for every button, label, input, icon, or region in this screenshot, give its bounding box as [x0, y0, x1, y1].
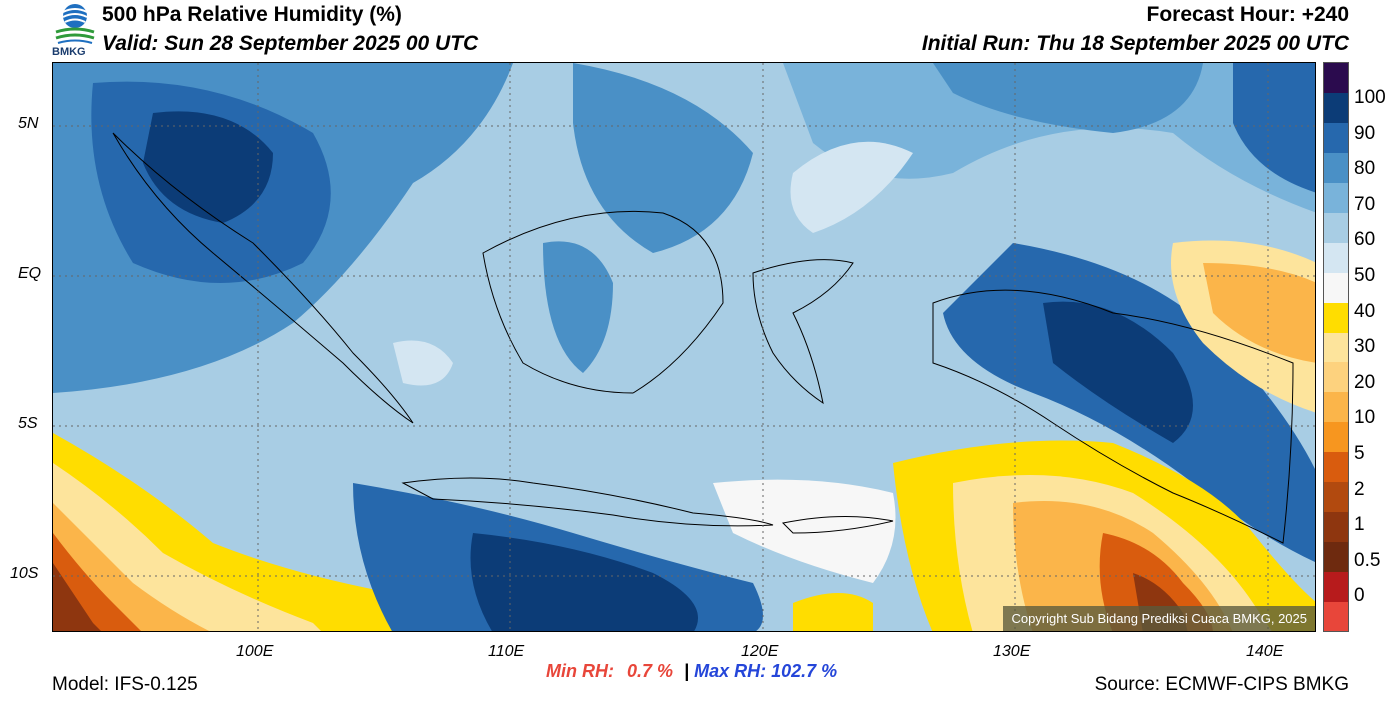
source-info: Source: ECMWF-CIPS BMKG	[1094, 674, 1349, 695]
colorbar-segment	[1324, 391, 1348, 423]
bmkg-logo: BMKG	[52, 2, 98, 60]
colorbar-label: 5	[1354, 443, 1365, 464]
colorbar-segment	[1324, 92, 1348, 124]
initial-run: Initial Run: Thu 18 September 2025 00 UT…	[921, 32, 1349, 55]
max-rh-label: Max RH:	[694, 661, 767, 681]
colorbar-label: 100	[1354, 87, 1386, 108]
copyright-note: Copyright Sub Bidang Prediksi Cuaca BMKG…	[1003, 606, 1315, 631]
colorbar-segment	[1324, 332, 1348, 363]
bmkg-logo-icon	[55, 4, 95, 44]
colorbar-label: 10	[1354, 407, 1376, 429]
colorbar-segment	[1324, 152, 1348, 184]
logo-text: BMKG	[52, 46, 86, 58]
stats-separator: |	[684, 661, 690, 681]
lon-label-120e: 120E	[741, 643, 779, 660]
colorbar-segment	[1324, 182, 1348, 213]
lat-label-5n: 5N	[18, 115, 39, 132]
colorbar-labels: 100 90 80 70 60 50 40 30 20 10 5 2 1 0.5 0	[1354, 62, 1400, 632]
lat-label-10s: 10S	[10, 565, 39, 582]
lon-label-110e: 110E	[488, 643, 525, 660]
colorbar-label: 1	[1354, 514, 1365, 536]
lon-label-100e: 100E	[236, 643, 274, 660]
model-info: Model: IFS-0.125	[52, 674, 198, 695]
colorbar-label: 30	[1354, 336, 1376, 358]
colorbar-segment	[1324, 122, 1348, 154]
colorbar-segment	[1324, 361, 1348, 393]
colorbar-label: 90	[1354, 122, 1376, 144]
lon-label-130e: 130E	[993, 643, 1031, 660]
valid-time: Valid: Sun 28 September 2025 00 UTC	[102, 32, 479, 55]
min-rh-value: 0.7 %	[627, 661, 674, 681]
colorbar-label: 40	[1354, 300, 1376, 322]
forecast-hour: Forecast Hour: +240	[1146, 3, 1350, 26]
max-rh-value: 102.7 %	[771, 661, 838, 681]
colorbar-segment	[1324, 272, 1348, 303]
colorbar-label: 50	[1354, 265, 1376, 286]
colorbar-segment	[1324, 601, 1348, 632]
colorbar-segment	[1324, 63, 1348, 94]
colorbar-segment	[1324, 421, 1348, 453]
colorbar-label: 0	[1354, 585, 1365, 607]
lat-label-5s: 5S	[18, 415, 38, 432]
colorbar-segment	[1324, 451, 1348, 483]
lat-label-eq: EQ	[18, 265, 42, 282]
colorbar-label: 20	[1354, 371, 1376, 393]
humidity-field	[53, 63, 1315, 631]
colorbar-label: 60	[1354, 229, 1376, 251]
lon-label-140e: 140E	[1246, 643, 1284, 660]
colorbar-segment	[1324, 511, 1348, 542]
colorbar-label: 70	[1354, 193, 1376, 215]
humidity-map: Copyright Sub Bidang Prediksi Cuaca BMKG…	[52, 62, 1316, 632]
colorbar-label: 2	[1354, 478, 1365, 500]
colorbar-segment	[1324, 481, 1348, 512]
colorbar-segment	[1324, 541, 1348, 572]
colorbar	[1323, 62, 1349, 632]
colorbar-segment	[1324, 212, 1348, 243]
colorbar-label: 0.5	[1354, 549, 1381, 571]
map-title: 500 hPa Relative Humidity (%)	[102, 3, 402, 26]
colorbar-label: 80	[1354, 158, 1376, 180]
min-rh-label: Min RH:	[546, 661, 614, 681]
colorbar-segment	[1324, 302, 1348, 333]
colorbar-segment	[1324, 571, 1348, 602]
colorbar-segment	[1324, 242, 1348, 273]
rh-stats: Min RH: 0.7 % | Max RH: 102.7 %	[546, 661, 837, 682]
